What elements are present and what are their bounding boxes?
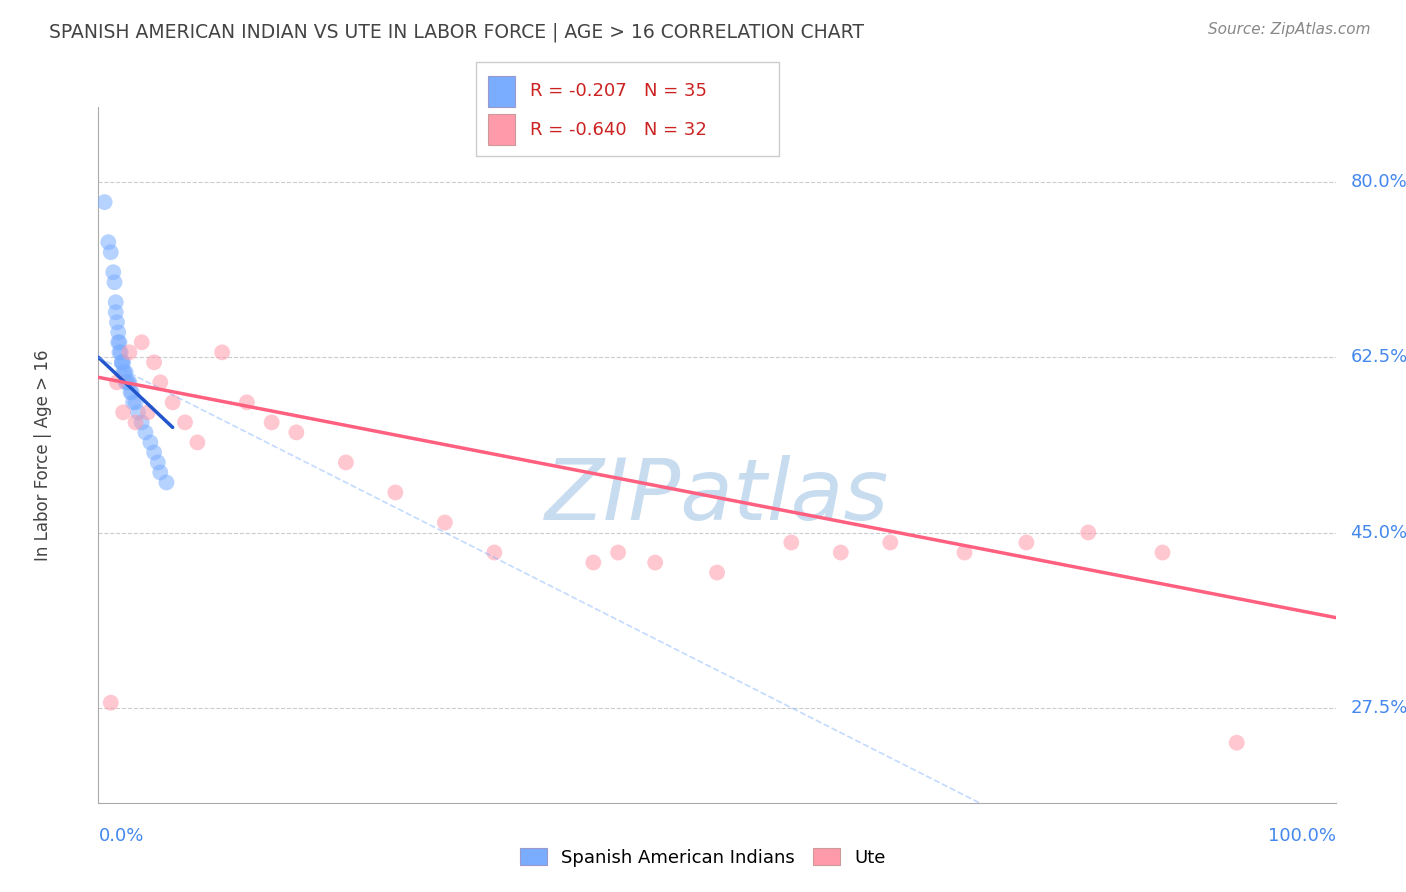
Point [112,405,135,419]
Point [100,696,122,710]
Text: 0.0%: 0.0% [98,827,143,845]
Text: In Labor Force | Age > 16: In Labor Force | Age > 16 [34,349,52,561]
Point [149,466,172,480]
Point [112,365,135,379]
Point [107,335,129,350]
Text: R = -0.640   N = 32: R = -0.640 N = 32 [530,120,707,138]
Point [122,395,145,409]
Point [124,395,146,409]
Point [93,195,115,210]
Point [120,385,142,400]
Text: 27.5%: 27.5% [1351,698,1406,716]
Point [103,275,125,289]
Point [174,416,197,430]
Point [110,345,132,359]
Point [146,455,169,469]
Point [134,425,156,440]
Point [105,376,128,390]
Point [830,545,852,559]
Text: 100.0%: 100.0% [1268,827,1336,845]
Point [104,295,127,310]
Point [124,416,146,430]
Point [112,365,135,379]
FancyBboxPatch shape [488,76,516,107]
Point [108,345,131,359]
Point [335,455,357,469]
Point [118,345,141,359]
Text: 45.0%: 45.0% [1351,524,1406,541]
Point [121,385,143,400]
Point [111,355,134,369]
Point [607,545,630,559]
Point [384,485,406,500]
Point [484,545,506,559]
Point [186,435,208,450]
Point [155,475,177,490]
Point [131,416,153,430]
Point [97,235,120,250]
Point [953,545,976,559]
Point [114,365,136,379]
Point [118,376,141,390]
Point [107,326,129,340]
Point [112,355,135,369]
Point [236,395,259,409]
Point [103,265,125,279]
Point [433,516,456,530]
Text: Source: ZipAtlas.com: Source: ZipAtlas.com [1208,22,1371,37]
Point [114,376,136,390]
Text: 62.5%: 62.5% [1351,348,1406,367]
Text: SPANISH AMERICAN INDIAN VS UTE IN LABOR FORCE | AGE > 16 CORRELATION CHART: SPANISH AMERICAN INDIAN VS UTE IN LABOR … [49,22,865,42]
Point [136,405,159,419]
Legend: Spanish American Indians, Ute: Spanish American Indians, Ute [513,841,893,874]
Point [780,535,803,549]
Point [1152,545,1174,559]
FancyBboxPatch shape [488,114,516,145]
Point [105,315,128,329]
FancyBboxPatch shape [475,62,779,156]
Point [285,425,308,440]
Point [706,566,728,580]
Point [879,535,901,549]
Point [149,376,172,390]
Point [162,395,184,409]
Point [260,416,283,430]
Point [143,355,166,369]
Point [143,445,166,459]
Point [644,556,666,570]
Point [111,355,134,369]
Point [104,305,127,319]
Point [108,335,131,350]
Point [1226,736,1249,750]
Text: R = -0.207   N = 35: R = -0.207 N = 35 [530,82,707,101]
Point [117,376,139,390]
Text: 80.0%: 80.0% [1351,173,1406,191]
Point [1015,535,1038,549]
Point [100,245,122,260]
Point [115,376,138,390]
Point [131,335,153,350]
Point [211,345,233,359]
Point [139,435,162,450]
Text: ZIPatlas: ZIPatlas [546,455,889,538]
Point [1077,525,1099,540]
Point [582,556,605,570]
Point [127,405,149,419]
